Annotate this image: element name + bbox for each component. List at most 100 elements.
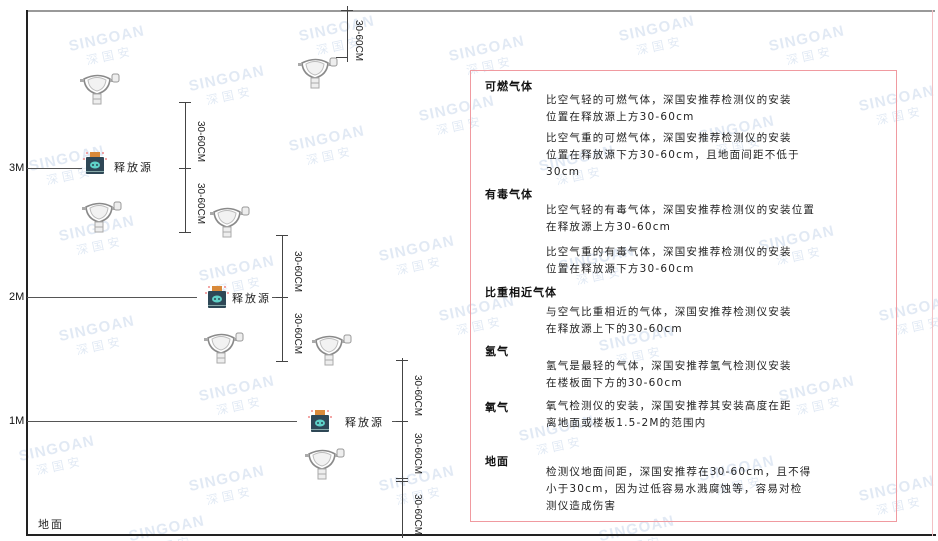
legend-text-line: 在楼板面下方的30-60cm [546,377,683,389]
section-heading-oxygen: 氧气 [485,401,509,414]
dimension-label: 30-60CM [195,121,206,163]
watermark-brand-en: SINGOAN [197,372,277,406]
dimension-tick [179,168,191,169]
section-heading-combustible: 可燃气体 [485,80,533,93]
watermark-brand-cn: 深国安 [214,394,265,418]
dimension-label: 30-60CM [412,375,423,417]
dimension-tick [396,481,408,482]
dimension-line [185,102,186,232]
watermark-brand-en: SINGOAN [57,312,137,346]
gas-detector-icon [78,73,120,109]
watermark-brand-cn: 深国安 [34,454,85,478]
level-label-2m: 2M [9,291,25,303]
release-source-icon [307,408,333,438]
level-label-1m: 1M [9,415,25,427]
release-source-icon [82,150,108,180]
level-line-3m [27,168,82,169]
dimension-tick [276,297,288,298]
floor-line [26,534,936,536]
dimension-tick [276,235,288,236]
gas-detector-icon [202,332,244,368]
dimension-tick [179,232,191,233]
legend-text-line: 检测仪地面间距，深国安推荐在30-60cm，且不得 [546,466,812,478]
legend-text-line: 与空气比重相近的气体，深国安推荐检测仪安装 [546,306,792,318]
legend-text-line: 比空气重的可燃气体，深国安推荐检测仪的安装 [546,132,792,144]
gas-detector-icon [296,57,338,93]
section-heading-similar-density: 比重相近气体 [485,286,557,299]
watermark-brand-cn: 深国安 [634,34,685,58]
gas-detector-icon [303,448,345,484]
legend-text-line: 在释放源上下的30-60cm [546,323,683,335]
legend-text-line: 位置在释放源下方30-60cm，且地面间距不低于 [546,149,800,161]
dimension-label: 30-60CM [412,433,423,475]
watermark-brand-en: SINGOAN [17,432,97,466]
legend-text-line: 位置在释放源下方30-60cm [546,263,695,275]
dimension-label: 30-60CM [292,313,303,355]
release-source-label: 释放源 [114,161,153,174]
dimension-label: 30-60CM [412,494,423,536]
watermark-brand-cn: 深国安 [784,44,835,68]
right-border [932,10,933,536]
gas-detector-icon [80,201,122,237]
watermark-brand-cn: 深国安 [394,484,445,508]
watermark-brand-en: SINGOAN [617,12,697,46]
watermark-brand-cn: 深国安 [84,44,135,68]
dimension-line [347,6,348,62]
watermark-brand-cn: 深国安 [74,334,125,358]
legend-text-line: 30cm [546,166,581,178]
dimension-tick [341,10,353,11]
watermark-brand-en: SINGOAN [127,512,207,541]
legend-text-line: 在释放源上方30-60cm [546,221,672,233]
gas-detector-icon [208,206,250,242]
watermark-brand-en: SINGOAN [187,62,267,96]
release-source-icon [204,284,230,314]
watermark-brand-cn: 深国安 [204,484,255,508]
wall-line [26,10,28,536]
legend-text-line: 小于30cm，因为过低容易水溅腐蚀等，容易对检 [546,483,803,495]
gas-detector-icon [310,334,352,370]
level-line-2m [27,297,197,298]
level-line-1m [27,421,297,422]
dimension-tick [276,361,288,362]
watermark-brand-en: SINGOAN [297,12,377,46]
legend-text-line: 比空气轻的可燃气体，深国安推荐检测仪的安装 [546,94,792,106]
ceiling-line [27,10,935,12]
section-heading-hydrogen: 氢气 [485,345,509,358]
level-label-3m: 3M [9,162,25,174]
watermark-brand-en: SINGOAN [377,232,457,266]
legend-text-line: 离地面或楼板1.5-2M的范围内 [546,417,707,429]
legend-text-line: 位置在释放源上方30-60cm [546,111,695,123]
watermark-brand-cn: 深国安 [204,84,255,108]
watermark-brand-en: SINGOAN [187,462,267,496]
dimension-tick [396,421,408,422]
watermark-brand-cn: 深国安 [304,144,355,168]
release-source-label: 释放源 [232,292,271,305]
watermark-brand-en: SINGOAN [197,252,277,286]
section-heading-toxic: 有毒气体 [485,188,533,201]
release-source-label: 释放源 [345,416,384,429]
watermark-brand-en: SINGOAN [767,22,847,56]
legend-panel: 可燃气体 比空气轻的可燃气体，深国安推荐检测仪的安装 位置在释放源上方30-60… [470,70,897,522]
dimension-label: 30-60CM [292,251,303,293]
dimension-tick [396,360,408,361]
legend-text-line: 比空气轻的有毒气体，深国安推荐检测仪的安装位置 [546,204,816,216]
watermark-brand-en: SINGOAN [447,32,527,66]
section-heading-ground: 地面 [485,455,509,468]
watermark-brand-cn: 深国安 [394,254,445,278]
legend-text-line: 氧气检测仪的安装，深国安推荐其安装高度在距 [546,400,792,412]
legend-text-line: 氢气是最轻的气体，深国安推荐氢气检测仪安装 [546,360,792,372]
watermark-brand-en: SINGOAN [67,22,147,56]
dimension-label: 30-60CM [195,183,206,225]
